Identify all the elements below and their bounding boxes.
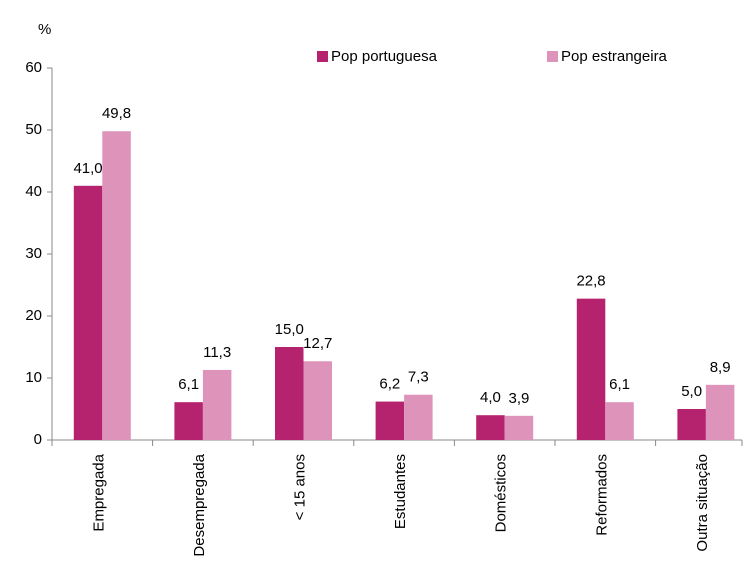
- value-label: 5,0: [681, 383, 702, 400]
- x-tick-label: Outra situação: [694, 454, 711, 552]
- y-tick-label: 20: [25, 307, 42, 324]
- x-tick-label: Reformados: [593, 454, 610, 536]
- bar: [303, 361, 332, 440]
- legend-label: Pop estrangeira: [561, 48, 668, 65]
- value-label: 15,0: [275, 321, 304, 338]
- value-label: 3,9: [509, 390, 530, 407]
- value-label: 22,8: [576, 273, 605, 290]
- legend-label: Pop portuguesa: [331, 48, 438, 65]
- bar: [576, 298, 606, 440]
- value-label: 41,0: [73, 160, 102, 177]
- x-tick-label: Domésticos: [493, 454, 510, 532]
- y-tick-label: 30: [25, 245, 42, 262]
- legend-swatch: [547, 51, 558, 62]
- bar: [504, 415, 534, 440]
- y-tick-label: 0: [34, 431, 42, 448]
- bar: [202, 369, 232, 440]
- y-tick-label: 40: [25, 183, 42, 200]
- bar: [174, 402, 203, 440]
- bar: [605, 402, 634, 440]
- value-label: 6,1: [178, 376, 199, 393]
- x-tick-label: Empregada: [90, 453, 107, 531]
- legend-swatch: [317, 51, 328, 62]
- bar: [375, 401, 405, 440]
- x-tick-label: Estudantes: [392, 454, 409, 529]
- bar: [677, 409, 706, 440]
- y-tick-label: 10: [25, 369, 42, 386]
- value-label: 12,7: [303, 335, 332, 352]
- value-label: 6,1: [609, 376, 630, 393]
- bar: [404, 394, 433, 440]
- value-label: 7,3: [408, 369, 429, 386]
- y-tick-label: 50: [25, 121, 42, 138]
- value-label: 4,0: [480, 389, 501, 406]
- value-label: 11,3: [203, 344, 231, 361]
- bar: [476, 415, 505, 440]
- value-label: 8,9: [710, 359, 731, 376]
- value-label: 49,8: [102, 105, 131, 122]
- bar: [102, 131, 131, 441]
- bar: [705, 384, 735, 440]
- x-tick-label: Desempregada: [191, 453, 208, 556]
- y-axis-label: %: [38, 21, 51, 38]
- x-tick-label: < 15 anos: [291, 454, 308, 520]
- bar: [73, 185, 103, 440]
- value-label: 6,2: [379, 376, 400, 393]
- y-tick-label: 60: [25, 59, 42, 76]
- bar: [275, 347, 304, 440]
